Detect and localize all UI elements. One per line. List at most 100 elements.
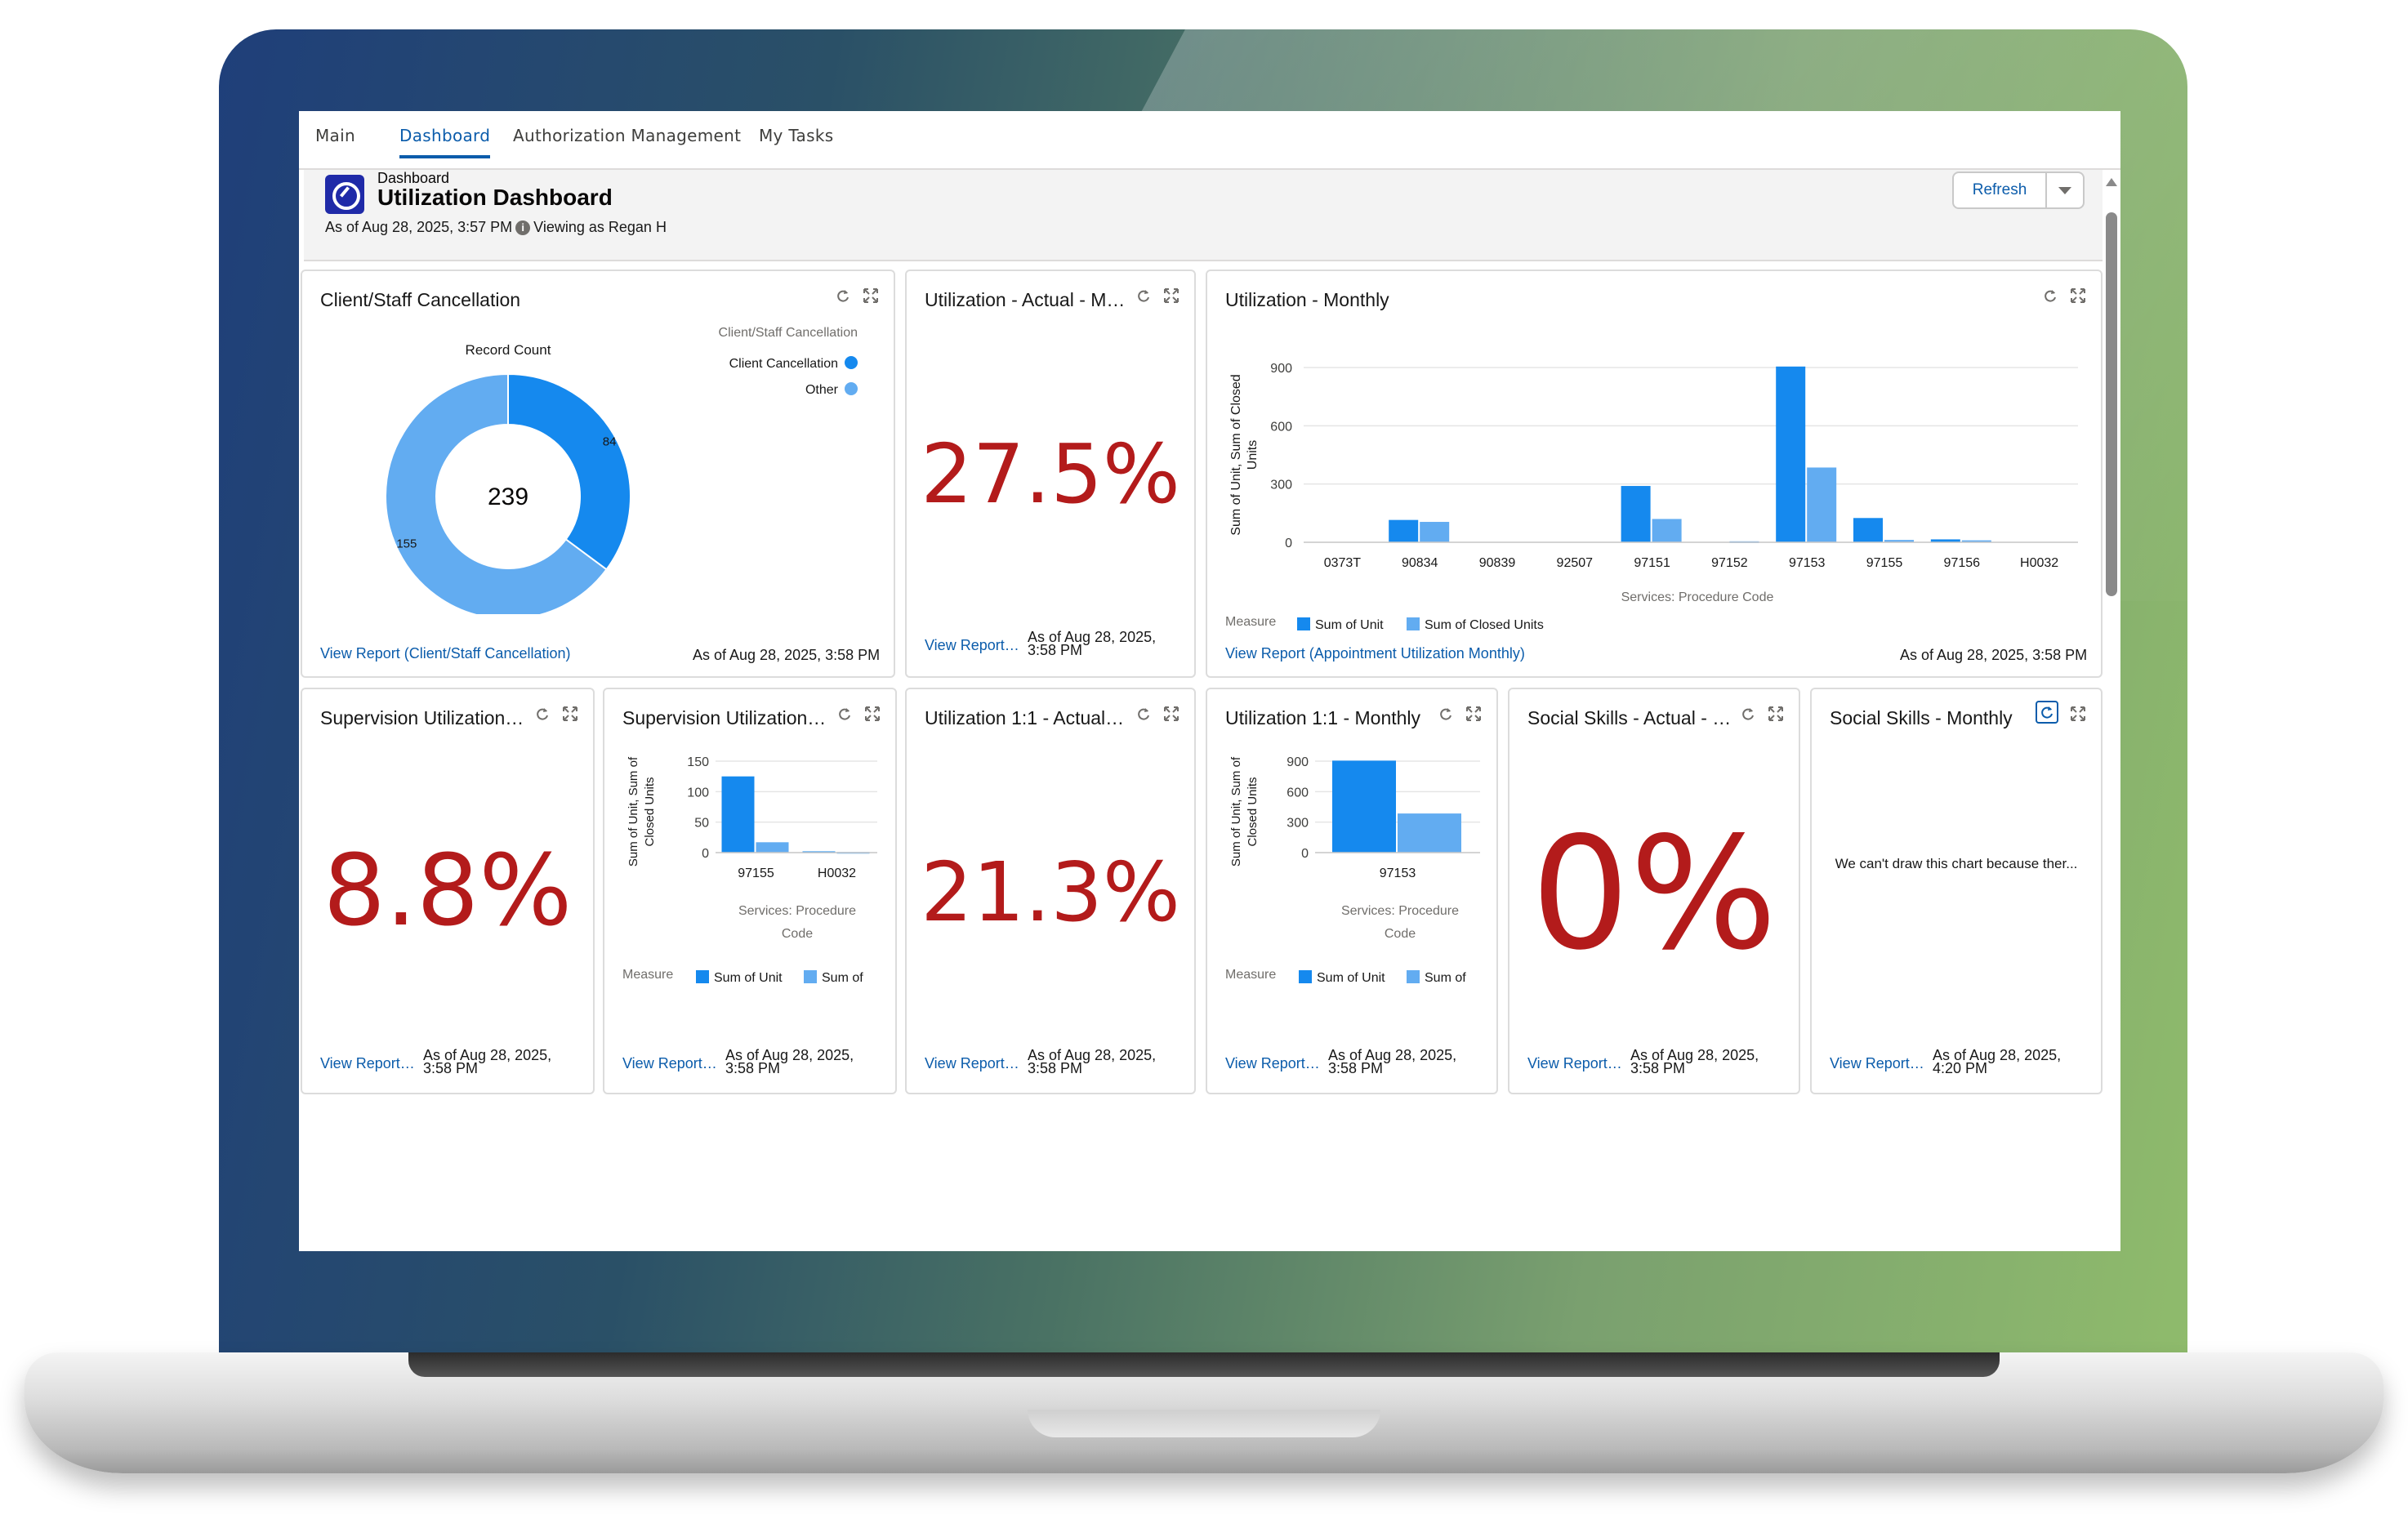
view-report-link[interactable]: View Report (...: [622, 1055, 720, 1071]
refresh-icon[interactable]: [1135, 287, 1152, 304]
tab-main[interactable]: Main: [315, 126, 355, 145]
card-utilization-1-1-monthly: Utilization 1:1 - Monthly 0 300 600 900 9715…: [1206, 688, 1498, 1094]
donut-slice: [507, 372, 631, 571]
expand-icon[interactable]: [863, 287, 879, 304]
expand-icon[interactable]: [2070, 706, 2086, 722]
legend-title: Measure: [1225, 968, 1276, 982]
card-supervision-utilization-actual: Supervision Utilization - ... 8.8% View …: [301, 688, 595, 1094]
card-actions: [1135, 287, 1179, 304]
card-as-of: As of Aug 28, 2025, 3:58 PM: [1630, 1047, 1759, 1076]
dashboard-header: Dashboard Utilization Dashboard As of Au…: [304, 170, 2103, 261]
legend-label: Sum of Unit: [1315, 618, 1384, 632]
card-utilization-actual: Utilization - Actual - Mon... 27.5% View…: [905, 270, 1196, 678]
refresh-icon[interactable]: [534, 706, 551, 722]
x-tick-label: 90839: [1479, 556, 1516, 570]
view-report-link[interactable]: View Report (...: [1830, 1055, 1928, 1071]
y-tick-label: 900: [1286, 755, 1309, 769]
expand-icon[interactable]: [1768, 706, 1784, 722]
y-axis-label: Closed Units: [643, 777, 657, 846]
expand-icon[interactable]: [2070, 287, 2086, 304]
view-report-link[interactable]: View Report (...: [1225, 1055, 1323, 1071]
refresh-icon[interactable]: [836, 706, 853, 722]
view-report-link[interactable]: View Report (...: [925, 1055, 1023, 1071]
card-actions: [835, 287, 879, 304]
expand-icon[interactable]: [562, 706, 578, 722]
donut-slice: [385, 372, 608, 614]
x-tick-label: H0032: [2020, 556, 2058, 570]
x-tick-label: 90834: [1402, 556, 1438, 570]
card-actions: [534, 706, 578, 722]
legend-label: Client Cancellation: [729, 357, 838, 371]
y-axis-label: Sum of Unit, Sum of: [1229, 756, 1243, 867]
legend-swatch: [696, 970, 709, 983]
tab-authorization-management[interactable]: Authorization Management: [513, 126, 742, 145]
refresh-icon[interactable]: [2036, 701, 2058, 724]
refresh-dropdown-button[interactable]: [2047, 172, 2085, 209]
scrollbar-thumb[interactable]: [2106, 212, 2117, 596]
card-as-of: As of Aug 28, 2025, 3:58 PM: [693, 647, 881, 663]
card-actions: [2036, 701, 2086, 724]
header-as-of: As of Aug 28, 2025, 3:57 PM: [325, 219, 513, 235]
expand-icon[interactable]: [864, 706, 881, 722]
bar: [1420, 522, 1450, 542]
bar: [1621, 486, 1651, 542]
view-report-link[interactable]: View Report (Appointment Utilization Mon…: [1225, 645, 1525, 662]
view-report-link[interactable]: View Report (Client/Staff Cancellation): [320, 645, 571, 662]
scroll-up-arrow[interactable]: [2106, 178, 2117, 186]
expand-icon[interactable]: [1163, 706, 1179, 722]
legend-label: Sum of: [1425, 971, 1466, 985]
chart-title: Record Count: [466, 342, 551, 358]
x-tick-label: 97156: [1944, 556, 1981, 570]
card-supervision-utilization-chart: Supervision Utilization - ... 0 50 100 150 9…: [603, 688, 897, 1094]
y-tick-label: 300: [1270, 479, 1292, 492]
y-tick-label: 50: [694, 817, 709, 831]
y-axis-label: Closed Units: [1246, 777, 1260, 846]
legend-swatch: [1407, 617, 1420, 630]
view-report-link[interactable]: View Report (...: [320, 1055, 418, 1071]
legend-swatch: [1407, 970, 1420, 983]
donut-chart: Record Count 84 155 239 Client/Staff Cancell…: [385, 326, 858, 614]
card-actions: [836, 706, 881, 722]
bar: [1389, 519, 1419, 542]
refresh-icon[interactable]: [1740, 706, 1756, 722]
x-axis-label: Code: [782, 927, 813, 941]
scrollbar[interactable]: [2103, 170, 2120, 1251]
tab-my-tasks[interactable]: My Tasks: [759, 126, 834, 145]
legend-swatch: [1297, 617, 1310, 630]
view-report-link[interactable]: View Report (...: [1527, 1055, 1625, 1071]
card-actions: [1135, 706, 1179, 722]
info-icon[interactable]: i: [515, 220, 531, 235]
card-actions: [1740, 706, 1784, 722]
x-tick-label: 97155: [1866, 556, 1903, 570]
y-tick-label: 900: [1270, 362, 1292, 376]
card-actions: [1438, 706, 1482, 722]
legend-swatch: [845, 382, 858, 395]
y-tick-label: 150: [687, 755, 709, 769]
legend-title: Client/Staff Cancellation: [719, 326, 858, 340]
refresh-button-group: Refresh: [1952, 172, 2085, 209]
laptop-hinge: [408, 1352, 2000, 1377]
legend-title: Measure: [1225, 615, 1276, 629]
refresh-icon[interactable]: [1135, 706, 1152, 722]
x-axis-label: Services: Procedure: [1341, 904, 1459, 918]
expand-icon[interactable]: [1163, 287, 1179, 304]
legend-label: Sum of Unit: [714, 971, 783, 985]
bar-chart: 0 50 100 150 97155 H0032 Sum of Unit, Sum of Cl…: [622, 755, 877, 985]
bar: [1776, 366, 1806, 542]
refresh-icon[interactable]: [2042, 287, 2058, 304]
legend-swatch: [804, 970, 817, 983]
refresh-icon[interactable]: [1438, 706, 1454, 722]
x-tick-label: 0373T: [1324, 556, 1362, 570]
view-report-link[interactable]: View Report (...: [925, 637, 1023, 653]
x-tick-label: 92507: [1557, 556, 1594, 570]
expand-icon[interactable]: [1465, 706, 1482, 722]
card-as-of: As of Aug 28, 2025, 3:58 PM: [1328, 1047, 1457, 1076]
y-axis-label: Units: [1246, 440, 1260, 470]
card-as-of: As of Aug 28, 2025, 3:58 PM: [423, 1047, 552, 1076]
x-tick-label: 97155: [738, 867, 774, 880]
refresh-icon[interactable]: [835, 287, 851, 304]
tab-dashboard[interactable]: Dashboard: [399, 126, 491, 158]
legend-title: Measure: [622, 968, 673, 982]
card-as-of: As of Aug 28, 2025, 3:58 PM: [1028, 629, 1157, 658]
refresh-button[interactable]: Refresh: [1952, 172, 2047, 209]
